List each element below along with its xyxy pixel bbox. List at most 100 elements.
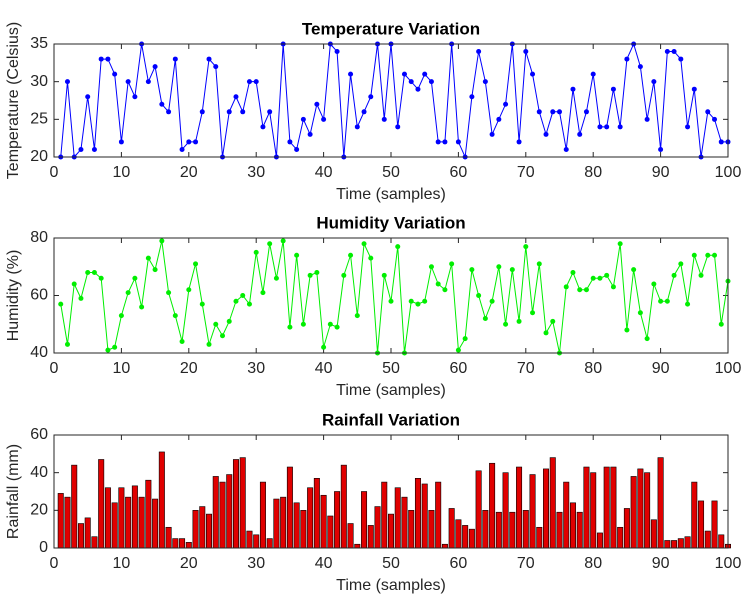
- marker: [658, 298, 664, 304]
- bar: [286, 466, 293, 549]
- marker: [624, 327, 630, 333]
- marker: [233, 298, 239, 304]
- bar: [273, 498, 280, 549]
- marker: [496, 264, 502, 270]
- marker: [664, 298, 670, 304]
- x-tick-label: 90: [652, 555, 670, 572]
- marker: [348, 71, 354, 77]
- bar: [340, 464, 347, 549]
- marker: [199, 109, 205, 115]
- marker: [523, 244, 529, 250]
- marker: [691, 252, 697, 258]
- marker: [321, 344, 327, 350]
- marker: [644, 336, 650, 342]
- marker: [604, 272, 610, 278]
- marker: [550, 109, 556, 115]
- marker: [206, 56, 212, 62]
- chart-title: Rainfall Variation: [322, 410, 460, 429]
- marker: [617, 124, 623, 130]
- x-tick-label: 70: [517, 164, 535, 181]
- marker: [226, 109, 232, 115]
- marker: [186, 287, 192, 293]
- marker: [401, 71, 407, 77]
- bar: [644, 472, 651, 549]
- marker: [206, 341, 212, 347]
- marker: [132, 94, 138, 100]
- marker: [186, 139, 192, 145]
- marker: [516, 318, 522, 324]
- marker: [78, 146, 84, 152]
- bar: [172, 538, 179, 549]
- marker: [651, 281, 657, 287]
- bar: [704, 530, 711, 549]
- marker: [354, 313, 360, 319]
- marker: [685, 301, 691, 307]
- x-tick-label: 60: [450, 164, 468, 181]
- marker: [267, 109, 273, 115]
- marker: [597, 124, 603, 130]
- x-axis-label: Time (samples): [336, 186, 446, 203]
- marker: [691, 86, 697, 92]
- marker: [125, 79, 131, 85]
- marker: [590, 71, 596, 77]
- x-tick-label: 40: [315, 360, 333, 377]
- y-tick-label: 20: [30, 502, 48, 519]
- bar: [179, 538, 186, 549]
- bar: [583, 466, 590, 549]
- x-axis-label: Time (samples): [336, 382, 446, 399]
- marker: [442, 287, 448, 293]
- marker: [139, 304, 145, 310]
- marker: [583, 109, 589, 115]
- marker: [455, 347, 461, 353]
- marker: [604, 124, 610, 130]
- x-tick-label: 80: [584, 164, 602, 181]
- bar: [657, 457, 664, 549]
- bar: [327, 515, 334, 549]
- bar: [421, 483, 428, 549]
- marker: [334, 324, 340, 330]
- marker: [307, 131, 313, 137]
- marker: [610, 284, 616, 290]
- marker: [482, 316, 488, 321]
- y-tick-label: 30: [30, 73, 48, 90]
- marker: [395, 244, 401, 250]
- marker: [428, 264, 434, 270]
- bar: [623, 508, 630, 549]
- marker: [166, 109, 172, 115]
- marker: [348, 252, 354, 258]
- bar: [111, 502, 118, 549]
- marker: [253, 249, 259, 255]
- marker: [125, 290, 131, 296]
- bar: [367, 525, 374, 549]
- x-tick-label: 100: [715, 555, 742, 572]
- marker: [64, 79, 70, 85]
- marker: [91, 146, 97, 152]
- marker: [98, 56, 104, 62]
- marker: [267, 241, 273, 247]
- y-tick-label: 40: [30, 344, 48, 361]
- marker: [442, 139, 448, 145]
- bar: [64, 496, 71, 549]
- x-tick-label: 60: [450, 555, 468, 572]
- x-tick-label: 30: [247, 164, 265, 181]
- axes-background: [54, 238, 728, 353]
- marker: [469, 94, 475, 100]
- bar: [307, 487, 314, 549]
- bar: [650, 519, 657, 549]
- marker: [476, 49, 482, 55]
- x-tick-label: 10: [113, 555, 131, 572]
- marker: [637, 310, 643, 316]
- marker: [557, 109, 562, 115]
- marker: [105, 56, 111, 62]
- axes-box: [53, 237, 729, 354]
- marker: [145, 79, 151, 85]
- y-tick-label: 20: [30, 148, 48, 165]
- bar: [280, 496, 287, 549]
- marker: [179, 146, 185, 152]
- bar: [77, 523, 84, 549]
- x-tick-label: 90: [652, 360, 670, 377]
- marker: [64, 341, 70, 347]
- bar: [677, 538, 684, 549]
- bar: [293, 502, 300, 549]
- marker: [361, 241, 367, 247]
